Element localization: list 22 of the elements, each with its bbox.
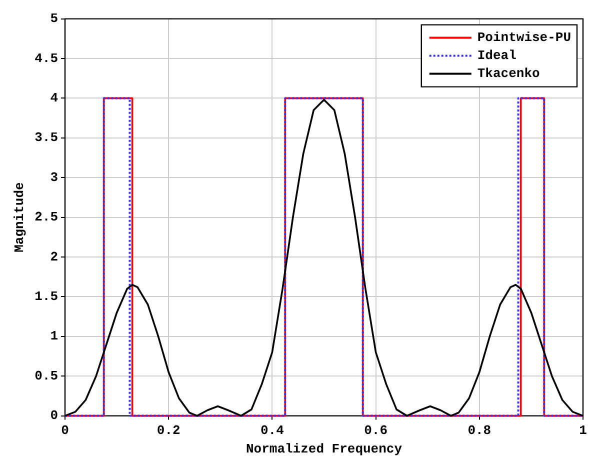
legend-label: Pointwise-PU: [477, 30, 572, 46]
y-tick-label: 3: [50, 170, 58, 185]
y-tick-label: 1.5: [34, 288, 58, 304]
y-tick-label: 5: [50, 11, 58, 26]
legend-label: Ideal: [477, 48, 517, 64]
legend-label: Tkacenko: [477, 66, 540, 82]
y-tick-label: 0: [50, 408, 58, 424]
x-tick-label: 0: [61, 422, 70, 438]
x-tick-label: 0.4: [260, 422, 284, 438]
y-axis-title: Magnitude: [12, 182, 28, 252]
y-tick-label: 2.5: [34, 210, 58, 225]
y-tick-label: 2: [50, 249, 58, 264]
y-tick-label: 3.5: [34, 130, 58, 146]
y-tick-label: 4: [50, 90, 58, 106]
x-tick-label: 0.2: [156, 422, 180, 438]
x-tick-label: 0.8: [468, 422, 492, 438]
x-tick-label: 0.6: [364, 422, 388, 438]
x-tick-label: 1: [579, 422, 588, 438]
y-tick-label: 0.5: [34, 368, 58, 384]
y-tick-label: 1: [50, 328, 58, 344]
y-tick-label: 4.5: [34, 50, 58, 66]
x-axis-title: Normalized Frequency: [246, 441, 402, 456]
